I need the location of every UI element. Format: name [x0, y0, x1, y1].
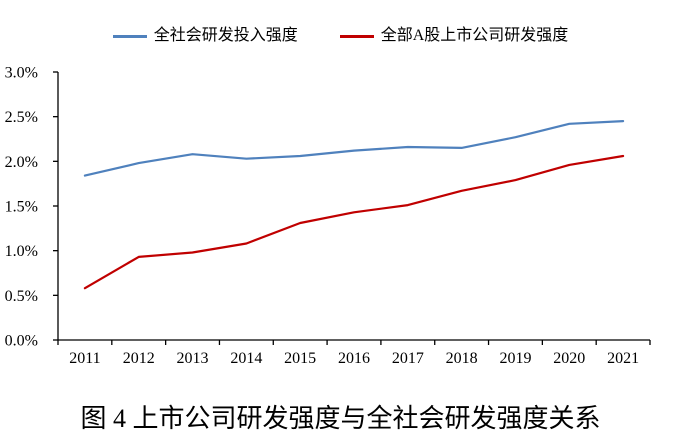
legend-label: 全社会研发投入强度 — [153, 27, 298, 44]
x-tick-label: 2021 — [607, 350, 639, 367]
y-tick-label: 3.0% — [5, 65, 38, 82]
x-tick-label: 2018 — [446, 350, 478, 367]
chart-legend: 全社会研发投入强度 全部A股上市公司研发强度 — [0, 28, 681, 44]
y-tick-label: 1.5% — [5, 199, 38, 216]
legend-line-swatch-red — [339, 34, 374, 38]
series-line-ashare-listed-rd-intensity — [83, 154, 625, 290]
x-tick-label: 2014 — [230, 350, 262, 367]
legend-item-ashare-rd: 全部A股上市公司研发强度 — [339, 27, 569, 44]
x-tick-label: 2011 — [69, 350, 100, 367]
series-line-society-rd-intensity — [83, 119, 625, 177]
x-tick-label: 2017 — [392, 350, 424, 367]
x-tick-label: 2019 — [499, 350, 531, 367]
x-tick-label: 2013 — [177, 350, 209, 367]
y-tick-label: 2.0% — [5, 154, 38, 171]
figure-caption: 图 4 上市公司研发强度与全社会研发强度关系 — [80, 404, 601, 433]
y-tick-label: 1.0% — [5, 243, 38, 260]
y-tick-label: 2.5% — [5, 109, 38, 126]
legend-label: 全部A股上市公司研发强度 — [380, 27, 569, 44]
legend-item-society-rd: 全社会研发投入强度 — [112, 27, 298, 44]
y-tick-label: 0.0% — [5, 333, 38, 350]
x-tick-label: 2015 — [284, 350, 316, 367]
x-tick-label: 2020 — [553, 350, 585, 367]
y-tick-label: 0.5% — [5, 288, 38, 305]
x-tick-label: 2016 — [338, 350, 370, 367]
x-tick-label: 2012 — [123, 350, 155, 367]
legend-line-swatch-blue — [112, 34, 147, 38]
